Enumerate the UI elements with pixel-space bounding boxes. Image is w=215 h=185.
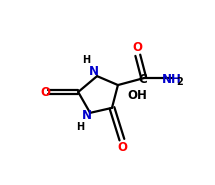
- Text: NH: NH: [162, 73, 181, 86]
- Text: N: N: [89, 65, 99, 78]
- Text: H: H: [76, 122, 84, 132]
- Text: O: O: [40, 85, 50, 98]
- Text: H: H: [82, 55, 90, 65]
- Text: N: N: [82, 109, 92, 122]
- Text: 2: 2: [176, 77, 183, 87]
- Text: O: O: [117, 141, 127, 154]
- Text: C: C: [138, 73, 147, 86]
- Text: O: O: [133, 41, 143, 54]
- Text: OH: OH: [128, 90, 148, 102]
